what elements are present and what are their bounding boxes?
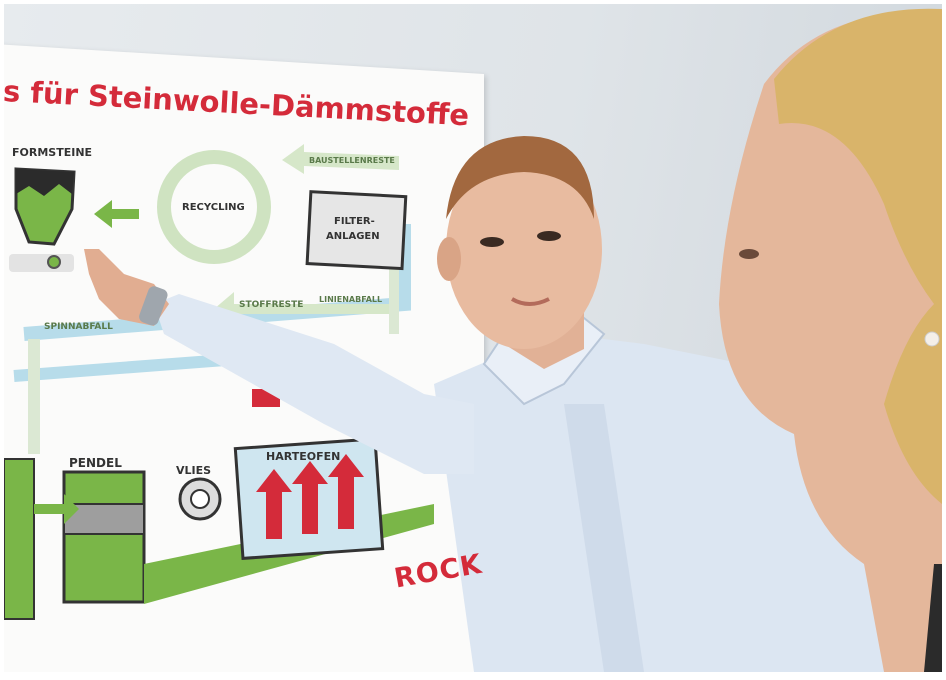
label-linienabfall: LINIENABFALL (319, 295, 383, 304)
photo: s für Steinwolle-Dämmstoffe FORMSTEINE R… (4, 4, 942, 672)
woman-hair (774, 8, 942, 504)
pearl-earring (924, 331, 940, 347)
man-arm (154, 294, 474, 474)
label-recycling: RECYCLING (182, 202, 245, 213)
poster-diagram (4, 8, 942, 672)
label-formsteine: FORMSTEINE (12, 146, 93, 159)
label-vlies: VLIES (176, 464, 212, 477)
label-baustellenreste: BAUSTELLENRESTE (309, 156, 395, 165)
wristwatch (139, 286, 168, 326)
label-filteranlagen-2: ANLAGEN (326, 231, 380, 242)
label-spinnabfall: SPINNABFALL (44, 322, 113, 332)
filteranlagen-box (305, 190, 408, 271)
label-filteranlagen-1: FILTER- (334, 216, 375, 227)
label-pendel: PENDEL (69, 456, 122, 470)
recycling-icon (157, 150, 271, 264)
pendel-box (62, 470, 146, 604)
man-head (446, 149, 602, 349)
label-stoffreste: STOFFRESTE (239, 300, 304, 310)
label-harteofen: HARTEOFEN (266, 450, 341, 463)
